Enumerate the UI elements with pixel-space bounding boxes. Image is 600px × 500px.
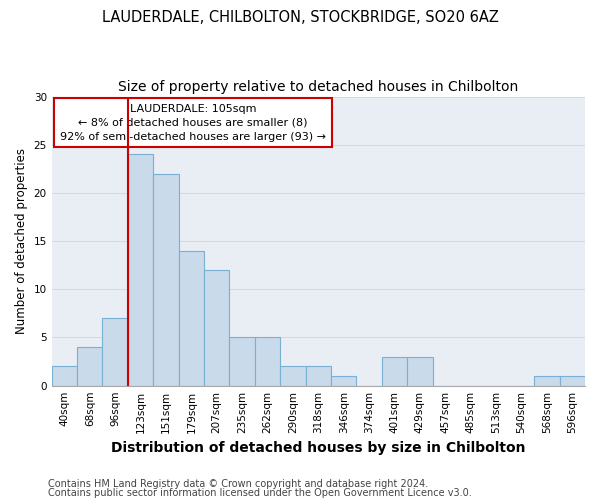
Text: LAUDERDALE: 105sqm
← 8% of detached houses are smaller (8)
92% of semi-detached : LAUDERDALE: 105sqm ← 8% of detached hous… [60, 104, 326, 142]
Bar [407, 357, 433, 386]
Bar [560, 376, 585, 386]
Bar [331, 376, 356, 386]
Bar [77, 347, 103, 386]
Bar [382, 357, 407, 386]
Title: Size of property relative to detached houses in Chilbolton: Size of property relative to detached ho… [118, 80, 518, 94]
Bar [280, 366, 305, 386]
Y-axis label: Number of detached properties: Number of detached properties [15, 148, 28, 334]
Bar [103, 318, 128, 386]
Bar [534, 376, 560, 386]
Text: Contains HM Land Registry data © Crown copyright and database right 2024.: Contains HM Land Registry data © Crown c… [48, 479, 428, 489]
Bar [153, 174, 179, 386]
Bar [204, 270, 229, 386]
Bar [52, 366, 77, 386]
Bar [305, 366, 331, 386]
X-axis label: Distribution of detached houses by size in Chilbolton: Distribution of detached houses by size … [111, 441, 526, 455]
Bar [179, 251, 204, 386]
Bar [255, 338, 280, 386]
Bar [229, 338, 255, 386]
Bar [128, 154, 153, 386]
Text: Contains public sector information licensed under the Open Government Licence v3: Contains public sector information licen… [48, 488, 472, 498]
Text: LAUDERDALE, CHILBOLTON, STOCKBRIDGE, SO20 6AZ: LAUDERDALE, CHILBOLTON, STOCKBRIDGE, SO2… [101, 10, 499, 25]
